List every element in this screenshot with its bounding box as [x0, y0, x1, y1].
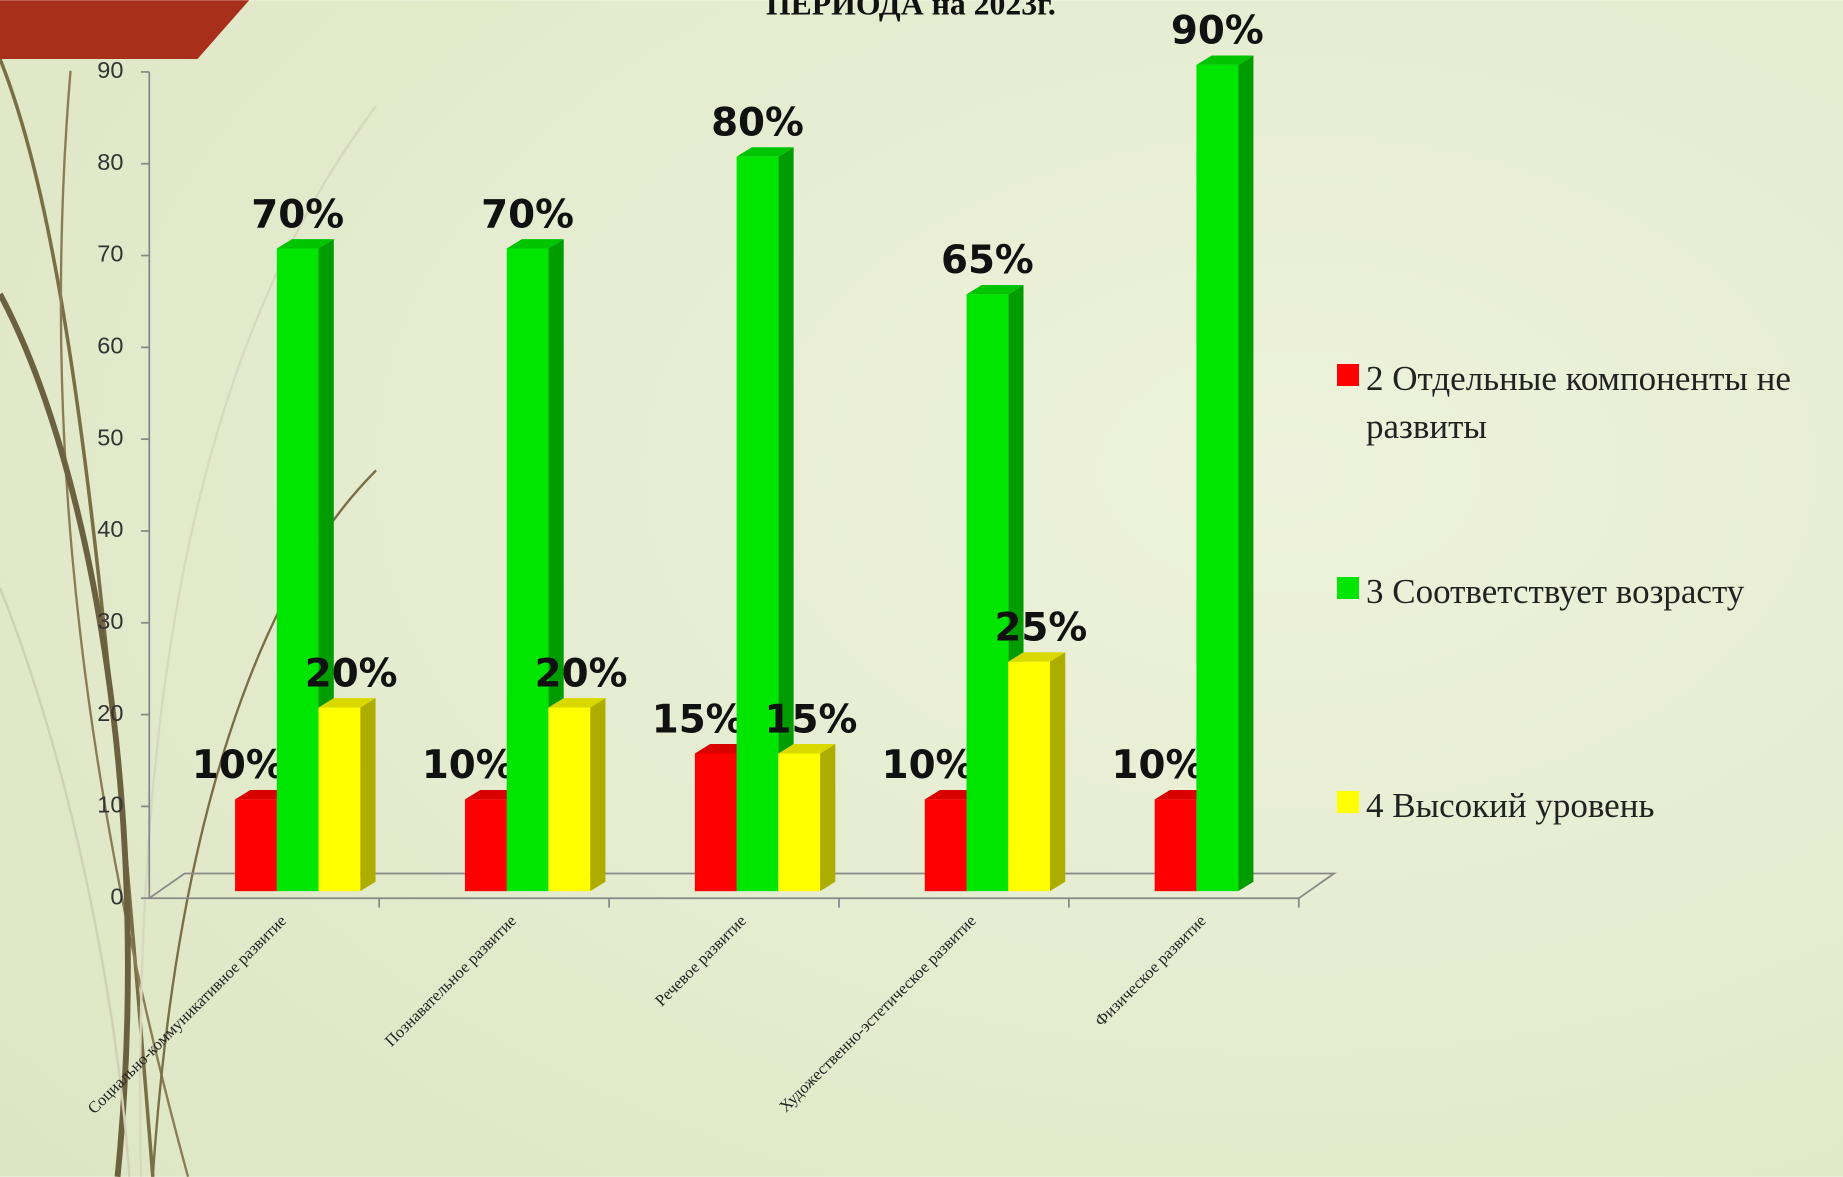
bar-top [506, 239, 564, 249]
y-tick-label: 50 [97, 424, 123, 450]
legend-label: 2 Отдельные компоненты не развиты [1366, 359, 1791, 446]
legend-swatch [1337, 577, 1359, 599]
y-tick-label: 20 [97, 700, 123, 726]
y-tick-label: 60 [97, 333, 123, 359]
legend-swatch [1337, 364, 1359, 386]
bar [548, 707, 591, 892]
y-tick-label: 90 [97, 57, 123, 83]
floor [146, 872, 1337, 900]
decoration [0, 58, 378, 1177]
y-tick-label: 30 [97, 608, 123, 634]
value-label: 70% [251, 192, 344, 237]
bar-top [966, 284, 1024, 295]
value-label: 15% [765, 697, 858, 742]
value-label: 10% [1112, 743, 1205, 788]
y-tick-label: 10 [97, 792, 123, 818]
value-label: 10% [192, 743, 285, 788]
value-label: 90% [1171, 9, 1264, 54]
legend-label: 3 Соответствует возрасту [1366, 572, 1745, 611]
bar-top [736, 147, 794, 157]
y-tick-label: 40 [97, 516, 123, 542]
bar-top [1196, 55, 1254, 65]
bar-side [778, 147, 794, 892]
y-tick-label: 80 [97, 149, 123, 175]
bar [235, 799, 277, 892]
bar [778, 753, 821, 892]
value-label: 25% [994, 605, 1087, 650]
value-label: 10% [882, 743, 975, 788]
legend-entry: 2 Отдельные компоненты не развиты [1337, 355, 1837, 451]
legend-swatch [1337, 791, 1359, 813]
bar [924, 799, 967, 892]
bar [276, 248, 319, 892]
bar-side [360, 698, 376, 892]
bar [694, 753, 737, 892]
value-label: 15% [652, 697, 745, 742]
legend-entry: 4 Высокий уровень [1337, 782, 1837, 830]
legend-entry: 3 Соответствует возрасту [1337, 568, 1837, 616]
value-label: 65% [941, 238, 1034, 283]
bar-top [548, 698, 606, 708]
bar [464, 799, 507, 892]
value-label: 10% [422, 743, 515, 788]
value-label: 70% [481, 192, 574, 237]
bar-top [778, 744, 836, 754]
y-tick-label: 70 [97, 241, 123, 267]
value-label: 20% [305, 651, 398, 696]
bar-side [1049, 652, 1066, 892]
bar-top [1008, 652, 1066, 662]
bar-side [590, 698, 606, 892]
bar-top [276, 239, 334, 249]
value-label: 80% [711, 101, 804, 146]
legend-label: 4 Высокий уровень [1366, 786, 1655, 825]
y-tick-label: 0 [110, 883, 123, 909]
chart-title: ПЕРИОДА на 2023г. [766, 0, 1056, 21]
bar [1196, 64, 1239, 892]
value-label: 20% [535, 651, 628, 696]
bar-top [318, 698, 376, 708]
bar-side [820, 744, 836, 892]
bar [506, 248, 549, 892]
bar [966, 294, 1009, 892]
bar [318, 707, 361, 892]
banner [0, 0, 250, 59]
bar-side [1238, 55, 1254, 892]
bar [1154, 799, 1197, 892]
bar [736, 156, 779, 892]
bar [1008, 661, 1050, 892]
